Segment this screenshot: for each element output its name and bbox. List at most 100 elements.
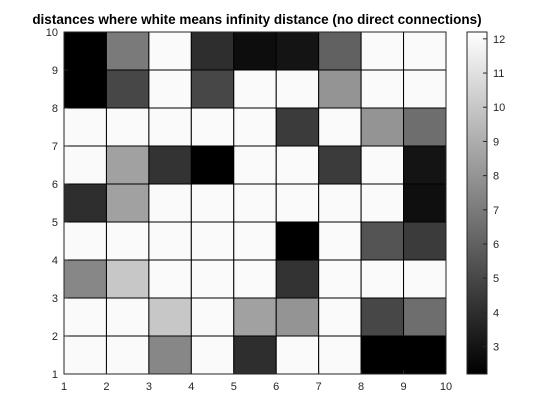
heatmap-cell xyxy=(360,69,405,109)
heatmap-cell xyxy=(105,31,150,71)
heatmap-cell xyxy=(403,183,447,223)
colorbar-tick-label: 8 xyxy=(493,171,499,183)
heatmap-cell xyxy=(403,145,447,185)
colorbar-tick-label: 6 xyxy=(493,239,499,251)
heatmap-cell xyxy=(148,183,192,223)
heatmap-cell xyxy=(360,221,405,261)
heatmap-cell xyxy=(148,31,192,71)
heatmap-cell xyxy=(318,259,362,299)
heatmap-cell xyxy=(63,335,107,375)
heatmap-cell xyxy=(318,107,362,147)
heatmap-cell xyxy=(105,107,150,147)
x-tick-label: 9 xyxy=(400,381,406,393)
heatmap-cell xyxy=(403,297,447,337)
heatmap-cell xyxy=(148,335,192,375)
heatmap-cell xyxy=(63,221,107,261)
heatmap-cell xyxy=(275,297,320,337)
colorbar-tick-label: 4 xyxy=(493,307,499,319)
y-tick-label: 1 xyxy=(52,369,58,381)
heatmap-cell xyxy=(233,145,277,185)
heatmap-cell xyxy=(148,69,192,109)
x-tick-label: 2 xyxy=(103,381,109,393)
heatmap-cell xyxy=(360,183,405,223)
heatmap-cell xyxy=(63,145,107,185)
x-tick-label: 3 xyxy=(146,381,152,393)
heatmap-cell xyxy=(190,183,235,223)
heatmap-cell xyxy=(318,69,362,109)
heatmap-cell xyxy=(190,145,235,185)
x-tick-label: 6 xyxy=(273,381,279,393)
colorbar-tick-label: 5 xyxy=(493,273,499,285)
heatmap-cell xyxy=(63,297,107,337)
colorbar-tick-label: 10 xyxy=(493,102,505,114)
heatmap-cell xyxy=(360,335,405,375)
heatmap-cell xyxy=(275,31,320,71)
heatmap-cell xyxy=(275,259,320,299)
heatmap-cell xyxy=(233,31,277,71)
heatmap-cell xyxy=(190,335,235,375)
heatmap-cell xyxy=(63,183,107,223)
colorbar-scale xyxy=(466,31,488,375)
y-tick-label: 10 xyxy=(46,27,58,39)
heatmap-cell xyxy=(403,31,447,71)
heatmap-cell xyxy=(190,69,235,109)
heatmap-cell xyxy=(318,31,362,71)
heatmap-cell xyxy=(233,335,277,375)
heatmap-axes: 1 2 3 4 5 6 7 8 9 10 1 2 3 4 5 6 7 8 9 10 xyxy=(46,27,452,393)
heatmap-cell xyxy=(275,183,320,223)
heatmap-cell xyxy=(318,221,362,261)
y-tick-label: 9 xyxy=(52,65,58,77)
heatmap-cell xyxy=(360,31,405,71)
heatmap-cell xyxy=(105,183,150,223)
heatmap-cell xyxy=(318,335,362,375)
heatmap-cell xyxy=(233,69,277,109)
heatmap-cell xyxy=(105,335,150,375)
heatmap-cell xyxy=(275,335,320,375)
x-tick-label: 7 xyxy=(316,381,322,393)
chart-title: distances where white means infinity dis… xyxy=(32,12,481,27)
heatmap-cell xyxy=(360,259,405,299)
y-tick-label: 8 xyxy=(52,103,58,115)
heatmap-cell xyxy=(63,69,107,109)
heatmap-cell xyxy=(318,297,362,337)
x-tick-label: 5 xyxy=(231,381,237,393)
x-tick-label: 4 xyxy=(188,381,194,393)
heatmap-cells xyxy=(63,31,447,375)
heatmap-cell xyxy=(105,297,150,337)
heatmap-cell xyxy=(233,183,277,223)
heatmap-cell xyxy=(190,221,235,261)
x-tick-label: 8 xyxy=(358,381,364,393)
axes-box xyxy=(63,31,447,375)
y-tick-label: 3 xyxy=(52,293,58,305)
heatmap-cell xyxy=(190,31,235,71)
colorbar-tick-label: 11 xyxy=(493,68,504,80)
heatmap-cell xyxy=(360,297,405,337)
heatmap-cell xyxy=(275,221,320,261)
heatmap-cell xyxy=(190,107,235,147)
x-tick-label: 10 xyxy=(440,381,452,393)
heatmap-cell xyxy=(403,335,447,375)
heatmap-cell xyxy=(190,297,235,337)
heatmap-cell xyxy=(360,107,405,147)
y-tick-label: 2 xyxy=(52,331,58,343)
y-tick-label: 5 xyxy=(52,217,58,229)
heatmap-cell xyxy=(190,259,235,299)
colorbar: 3 4 5 6 7 8 9 10 11 12 xyxy=(466,31,505,375)
colorbar-tick-label: 3 xyxy=(493,342,499,354)
heatmap-cell xyxy=(233,297,277,337)
heatmap-cell xyxy=(105,259,150,299)
y-tick-label: 6 xyxy=(52,179,58,191)
x-tick-label: 1 xyxy=(61,381,67,393)
heatmap-cell xyxy=(233,259,277,299)
heatmap-cell xyxy=(403,69,447,109)
heatmap-cell xyxy=(318,183,362,223)
y-tick-label: 4 xyxy=(52,255,58,267)
heatmap-cell xyxy=(403,221,447,261)
colorbar-tick-label: 12 xyxy=(493,34,505,46)
heatmap-cell xyxy=(403,107,447,147)
heatmap-cell xyxy=(63,107,107,147)
heatmap-cell xyxy=(275,69,320,109)
heatmap-cell xyxy=(63,31,107,71)
heatmap-cell xyxy=(148,297,192,337)
